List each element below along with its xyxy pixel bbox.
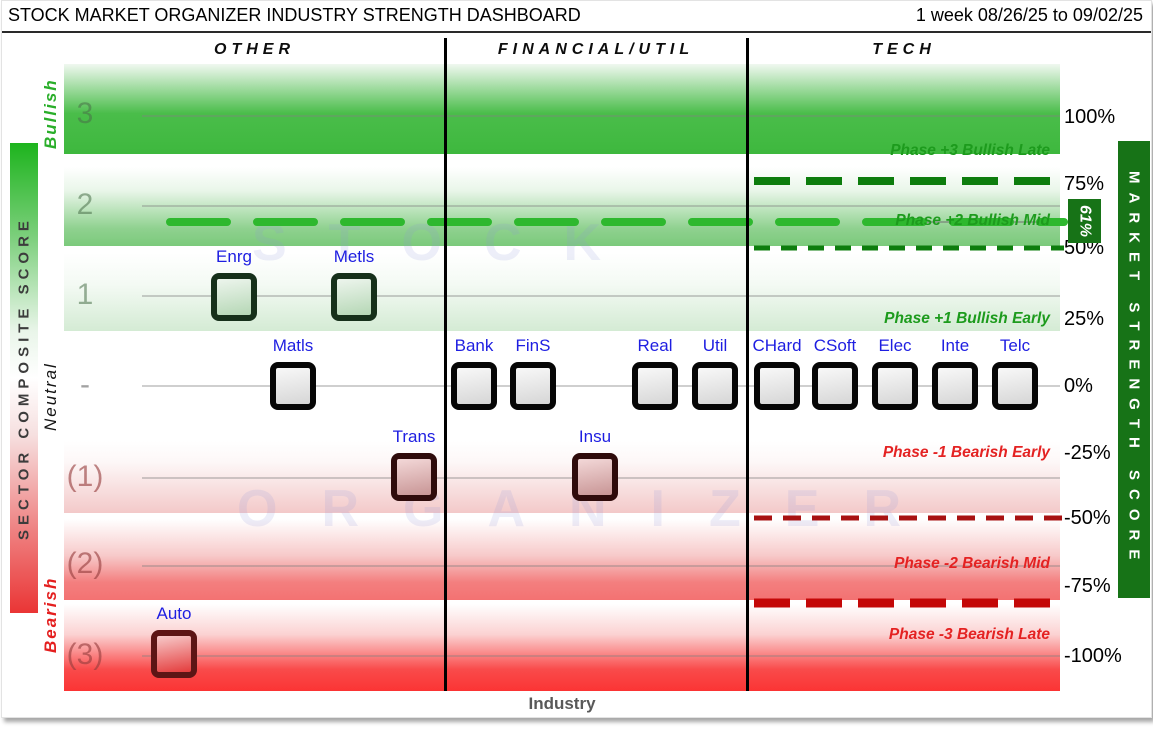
industry-box-matls[interactable] bbox=[270, 362, 316, 410]
industry-label-enrg: Enrg bbox=[216, 247, 252, 266]
left-tick-m2: (2) bbox=[66, 547, 104, 580]
left-tick-2: 2 bbox=[76, 188, 94, 221]
industry-label-auto: Auto bbox=[156, 604, 192, 623]
right-tick-m50: -50% bbox=[1064, 507, 1111, 529]
industry-box-bank[interactable] bbox=[451, 362, 497, 410]
gridline-level-2 bbox=[142, 205, 1060, 207]
market-strength-score-label: MARKET STRENGTH SCORE bbox=[1125, 170, 1143, 569]
sector-composite-score-bar: SECTOR COMPOSITE SCORE bbox=[10, 143, 38, 613]
industry-box-chard[interactable] bbox=[754, 362, 800, 410]
title-bar: STOCK MARKET ORGANIZER INDUSTRY STRENGTH… bbox=[2, 1, 1151, 31]
left-tick-1: 1 bbox=[76, 278, 94, 311]
industry-label-metls: Metls bbox=[333, 247, 375, 266]
industry-box-telc[interactable] bbox=[992, 362, 1038, 410]
industry-box-csoft[interactable] bbox=[812, 362, 858, 410]
gridline-level-3 bbox=[142, 115, 1060, 117]
right-tick-0: 0% bbox=[1064, 375, 1093, 397]
gridline-level-m2 bbox=[142, 565, 1060, 567]
band-phase-minus1 bbox=[64, 441, 1060, 513]
section-header-tech: TECH bbox=[872, 41, 936, 58]
industry-label-fins: FinS bbox=[515, 336, 551, 355]
industry-label-chard: CHard bbox=[752, 336, 802, 355]
phase-label-plus1: Phase +1 Bullish Early bbox=[884, 310, 1050, 327]
industry-box-enrg[interactable] bbox=[211, 273, 257, 321]
industry-label-trans: Trans bbox=[392, 427, 436, 446]
left-tick-m1: (1) bbox=[66, 460, 104, 493]
industry-box-elec[interactable] bbox=[872, 362, 918, 410]
x-axis-label: Industry bbox=[528, 694, 596, 713]
industry-label-matls: Matls bbox=[272, 336, 314, 355]
phase-label-plus3: Phase +3 Bullish Late bbox=[890, 142, 1050, 159]
date-range: 1 week 08/26/25 to 09/02/25 bbox=[915, 5, 1143, 25]
industry-box-trans[interactable] bbox=[391, 453, 437, 501]
industry-label-csoft: CSoft bbox=[813, 336, 857, 355]
market-strength-score-bar: MARKET STRENGTH SCORE bbox=[1118, 141, 1150, 598]
right-tick-25: 25% bbox=[1064, 308, 1105, 330]
phase-label-minus3: Phase -3 Bearish Late bbox=[888, 626, 1050, 643]
phase-label-plus2: Phase +2 Bullish Mid bbox=[895, 212, 1050, 229]
industry-box-fins[interactable] bbox=[510, 362, 556, 410]
industry-box-inte[interactable] bbox=[932, 362, 978, 410]
divider-financial-tech bbox=[746, 38, 749, 691]
section-header-financial-util: FINANCIAL/UTIL bbox=[497, 41, 695, 58]
section-header-other: OTHER bbox=[214, 41, 295, 58]
industry-label-inte: Inte bbox=[940, 336, 970, 355]
band-phase-minus2 bbox=[64, 519, 1060, 600]
right-tick-75: 75% bbox=[1064, 173, 1105, 195]
industry-label-real: Real bbox=[637, 336, 673, 355]
industry-box-metls[interactable] bbox=[331, 273, 377, 321]
gridline-level-m3 bbox=[142, 655, 1060, 657]
phase-label-minus1: Phase -1 Bearish Early bbox=[882, 444, 1050, 461]
gridline-level-0 bbox=[142, 385, 1060, 387]
right-tick-m100: -100% bbox=[1064, 645, 1122, 667]
watermark-organizer: ORGANIZER bbox=[237, 480, 945, 538]
industry-box-real[interactable] bbox=[632, 362, 678, 410]
right-tick-100: 100% bbox=[1064, 106, 1116, 128]
industry-box-auto[interactable] bbox=[151, 630, 197, 678]
zone-label-neutral: Neutral bbox=[41, 362, 60, 432]
sector-composite-score-label: SECTOR COMPOSITE SCORE bbox=[15, 216, 33, 540]
industry-label-telc: Telc bbox=[999, 336, 1031, 355]
phase-label-minus2: Phase -2 Bearish Mid bbox=[894, 555, 1050, 572]
industry-label-bank: Bank bbox=[454, 336, 494, 355]
zone-label-bearish: Bearish bbox=[41, 576, 60, 654]
left-tick-0: - bbox=[80, 368, 90, 401]
right-tick-m25: -25% bbox=[1064, 442, 1111, 464]
industry-box-util[interactable] bbox=[692, 362, 738, 410]
divider-other-financial bbox=[444, 38, 447, 691]
left-tick-3: 3 bbox=[76, 97, 94, 130]
page-title: STOCK MARKET ORGANIZER INDUSTRY STRENGTH… bbox=[8, 5, 581, 25]
industry-label-util: Util bbox=[702, 336, 728, 355]
band-phase-minus3 bbox=[64, 604, 1060, 691]
industry-label-elec: Elec bbox=[878, 336, 912, 355]
band-phase-plus3 bbox=[64, 64, 1060, 154]
industry-label-insu: Insu bbox=[578, 427, 612, 446]
market-score-marker: 61% bbox=[1068, 199, 1101, 243]
gridline-level-1 bbox=[142, 295, 1060, 297]
title-divider bbox=[2, 31, 1151, 33]
left-tick-m3: (3) bbox=[66, 638, 104, 671]
industry-box-insu[interactable] bbox=[572, 453, 618, 501]
zone-label-bullish: Bullish bbox=[41, 78, 60, 150]
chart-area: OTHER FINANCIAL/UTIL TECH STOCK ORGANIZE… bbox=[2, 1, 1151, 717]
right-tick-m75: -75% bbox=[1064, 575, 1111, 597]
